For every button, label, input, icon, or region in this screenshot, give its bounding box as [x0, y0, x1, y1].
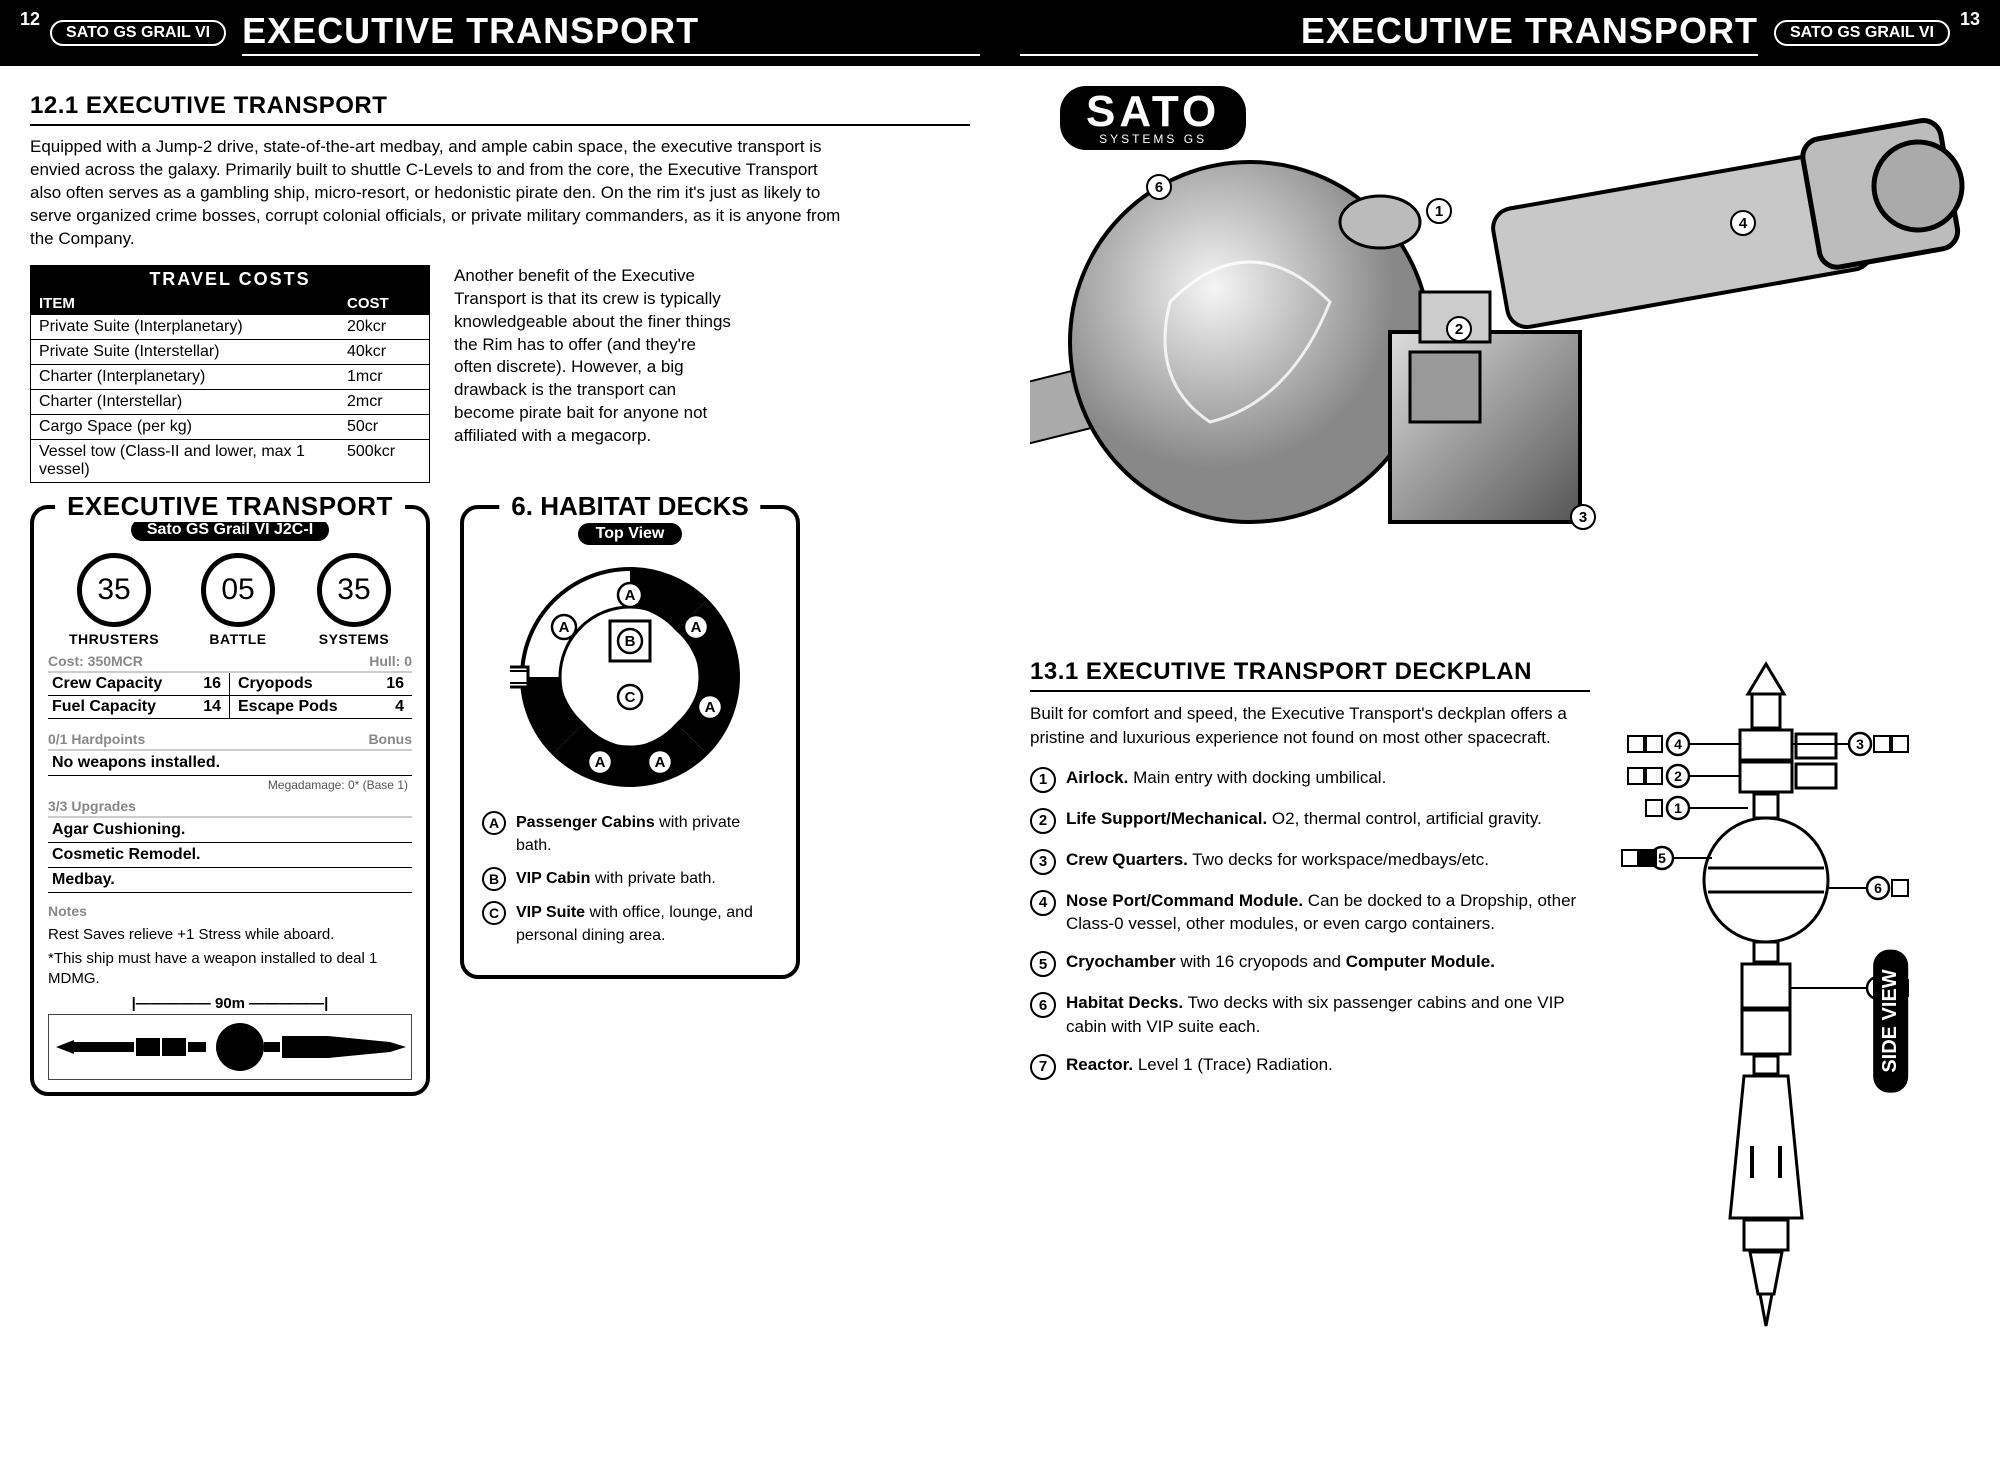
- deckplan-text: 13.1 EXECUTIVE TRANSPORT DECKPLAN Built …: [1030, 658, 1590, 1383]
- habitat-deck-panel: 6. HABITAT DECKS Top View: [460, 505, 800, 980]
- intro-paragraph: Equipped with a Jump-2 drive, state-of-t…: [30, 136, 850, 251]
- svg-text:1: 1: [1674, 800, 1682, 816]
- page-right: SATO SYSTEMS GS: [1000, 66, 2000, 1403]
- svg-text:B: B: [625, 633, 636, 650]
- top-view-label: Top View: [578, 523, 683, 545]
- section-heading-right: 13.1 EXECUTIVE TRANSPORT DECKPLAN: [1030, 658, 1590, 692]
- statblock-title: EXECUTIVE TRANSPORT: [55, 491, 405, 522]
- travel-costs-table: TRAVEL COSTS ITEM COST Private Suite (In…: [30, 265, 430, 483]
- title-left: EXECUTIVE TRANSPORT: [242, 10, 980, 56]
- svg-text:A: A: [691, 619, 702, 636]
- page-left: 12.1 EXECUTIVE TRANSPORT Equipped with a…: [0, 66, 1000, 1403]
- side-paragraph: Another benefit of the Executive Transpo…: [454, 265, 734, 483]
- model-pill-left: SATO GS GRAIL VI: [50, 20, 226, 46]
- table-row: Private Suite (Interstellar)40kcr: [31, 339, 429, 364]
- ship-stat-block: EXECUTIVE TRANSPORT Sato GS Grail VI J2C…: [30, 505, 430, 1097]
- svg-text:A: A: [625, 587, 636, 604]
- travel-costs-header: TRAVEL COSTS: [31, 266, 429, 293]
- page-number-right: 13: [1960, 9, 1980, 30]
- model-pill-right: SATO GS GRAIL VI: [1774, 20, 1950, 46]
- callout-2: 2: [1446, 316, 1472, 342]
- callout-3: 3: [1570, 504, 1596, 530]
- svg-text:A: A: [705, 699, 716, 716]
- svg-text:2: 2: [1674, 768, 1682, 784]
- table-row: Vessel tow (Class-II and lower, max 1 ve…: [31, 439, 429, 482]
- svg-text:6: 6: [1874, 880, 1882, 896]
- table-row: Cargo Space (per kg)50cr: [31, 414, 429, 439]
- callout-6: 6: [1146, 174, 1172, 200]
- ship-illustration: 1 2 3 4 6: [1030, 102, 1970, 642]
- svg-text:3: 3: [1856, 736, 1864, 752]
- svg-text:5: 5: [1658, 850, 1666, 866]
- side-view-label: SIDE VIEW: [1873, 949, 1908, 1092]
- top-header: 12 SATO GS GRAIL VI EXECUTIVE TRANSPORT …: [0, 0, 2000, 66]
- habitat-diagram: A A A A A A B C: [510, 557, 750, 797]
- svg-text:C: C: [625, 689, 636, 706]
- title-right: EXECUTIVE TRANSPORT: [1020, 10, 1758, 56]
- ship-silhouette: [48, 1014, 412, 1080]
- callout-4: 4: [1730, 210, 1756, 236]
- svg-text:A: A: [559, 619, 570, 636]
- habitat-legend: APassenger Cabins with private bath. BVI…: [482, 811, 778, 948]
- svg-text:4: 4: [1674, 736, 1682, 752]
- table-row: Charter (Interplanetary)1mcr: [31, 364, 429, 389]
- side-view-diagram: 4 3 2 1 5 6 7: [1616, 658, 1956, 1383]
- section-heading-left: 12.1 EXECUTIVE TRANSPORT: [30, 92, 970, 126]
- page-number-left: 12: [20, 9, 40, 30]
- habitat-title: 6. HABITAT DECKS: [499, 491, 760, 522]
- svg-text:A: A: [655, 754, 666, 771]
- table-row: Charter (Interstellar)2mcr: [31, 389, 429, 414]
- table-row: Private Suite (Interplanetary)20kcr: [31, 314, 429, 339]
- callout-1: 1: [1426, 198, 1452, 224]
- statblock-subtitle: Sato GS Grail VI J2C-I: [131, 519, 329, 541]
- svg-text:A: A: [595, 754, 606, 771]
